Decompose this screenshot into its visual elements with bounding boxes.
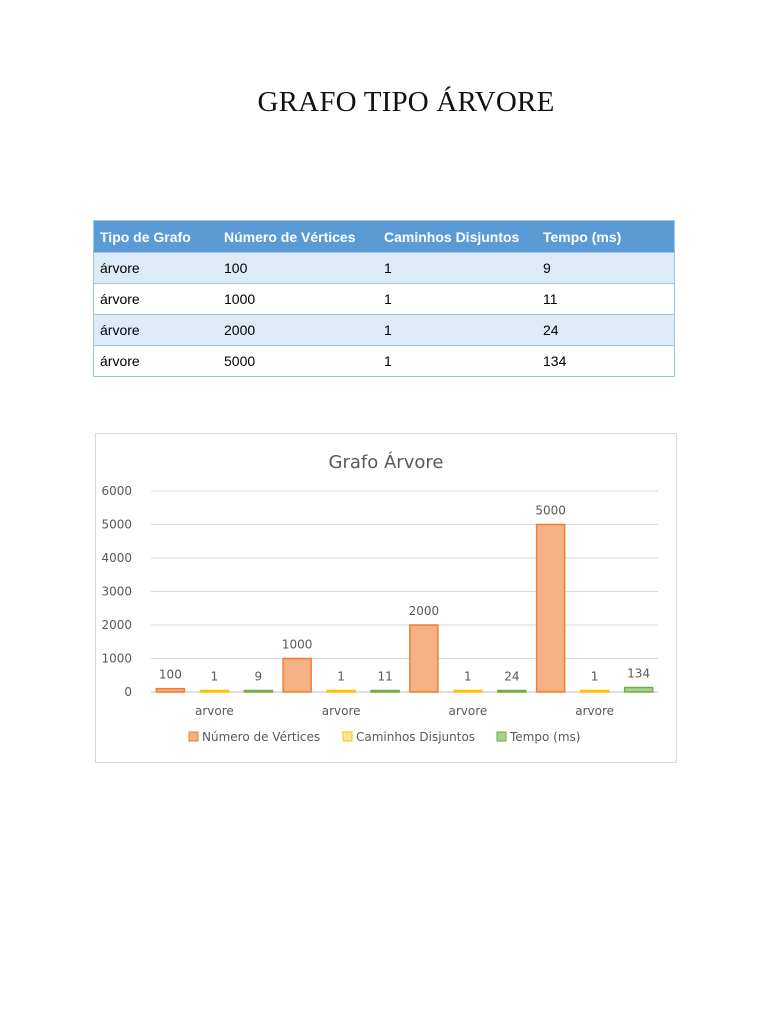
legend-label: Número de Vértices xyxy=(202,730,320,744)
header-tipo-de-grafo: Tipo de Grafo xyxy=(93,220,218,253)
data-label: 2000 xyxy=(409,604,440,618)
y-tick-label: 5000 xyxy=(101,518,132,532)
y-tick-label: 0 xyxy=(124,685,132,699)
data-label: 134 xyxy=(627,667,650,681)
table-cell: 2000 xyxy=(218,314,378,346)
table-cell: árvore xyxy=(93,314,218,346)
y-tick-label: 6000 xyxy=(101,484,132,498)
table-cell: árvore xyxy=(93,345,218,377)
bar xyxy=(243,689,274,693)
bar-chart: Grafo Árvore 0 1000 2000 3000 4000 5000 6000 10… xyxy=(101,451,658,744)
legend-label: Tempo (ms) xyxy=(509,730,580,744)
legend-swatch xyxy=(496,731,507,742)
x-tick-label: arvore xyxy=(575,704,614,718)
bar xyxy=(623,686,654,693)
x-tick-label: arvore xyxy=(195,704,234,718)
y-tick-label: 1000 xyxy=(101,652,132,666)
table-cell: 24 xyxy=(537,314,675,346)
results-table: Tipo de Grafo Número de Vértices Caminho… xyxy=(93,220,675,377)
table-cell: árvore xyxy=(93,283,218,315)
legend-label: Caminhos Disjuntos xyxy=(356,730,475,744)
table-row: árvore 2000 1 24 xyxy=(93,314,675,346)
table-cell: 1 xyxy=(378,283,537,315)
data-label: 1 xyxy=(464,670,472,684)
data-label: 11 xyxy=(377,670,392,684)
x-tick-label: arvore xyxy=(448,704,487,718)
table-cell: 9 xyxy=(537,252,675,284)
bar xyxy=(497,689,527,693)
data-label: 1 xyxy=(211,670,219,684)
legend-swatch xyxy=(188,731,199,742)
document-title: GRAFO TIPO ÁRVORE xyxy=(257,86,555,118)
bar xyxy=(409,624,439,693)
data-label: 100 xyxy=(159,668,182,682)
table-row: árvore 5000 1 134 xyxy=(93,345,675,377)
bar xyxy=(579,689,610,693)
bar xyxy=(199,689,230,693)
y-tick-label: 2000 xyxy=(101,618,132,632)
table-row: árvore 100 1 9 xyxy=(93,252,675,284)
table-cell: 134 xyxy=(537,345,675,377)
data-label: 1000 xyxy=(282,638,313,652)
table-cell: 11 xyxy=(537,283,675,315)
x-tick-label: arvore xyxy=(322,704,361,718)
table-cell: 5000 xyxy=(218,345,378,377)
chart-title: Grafo Árvore xyxy=(329,451,444,473)
legend-swatch xyxy=(342,731,353,742)
table-cell: 1000 xyxy=(218,283,378,315)
data-label: 24 xyxy=(504,670,519,684)
bar xyxy=(326,689,356,693)
table-cell: 1 xyxy=(378,252,537,284)
bar xyxy=(282,657,312,693)
bar xyxy=(370,689,400,693)
table-row: árvore 1000 1 11 xyxy=(93,283,675,315)
header-caminhos-disjuntos: Caminhos Disjuntos xyxy=(378,220,537,253)
data-label: 1 xyxy=(591,670,599,684)
bar xyxy=(155,687,186,693)
table-header-row: Tipo de Grafo Número de Vértices Caminho… xyxy=(93,220,675,253)
header-tempo: Tempo (ms) xyxy=(537,220,675,253)
table-cell: árvore xyxy=(93,252,218,284)
table-cell: 100 xyxy=(218,252,378,284)
table-cell: 1 xyxy=(378,345,537,377)
data-label: 1 xyxy=(337,670,345,684)
data-label: 9 xyxy=(255,670,263,684)
table-cell: 1 xyxy=(378,314,537,346)
data-label: 5000 xyxy=(535,504,566,518)
header-numero-de-vertices: Número de Vértices xyxy=(218,220,378,253)
y-tick-label: 4000 xyxy=(101,551,132,565)
y-tick-label: 3000 xyxy=(101,585,132,599)
bar xyxy=(453,689,483,693)
bar xyxy=(535,523,566,693)
chart-container: Grafo Árvore 0 1000 2000 3000 4000 5000 6000 10… xyxy=(95,433,677,763)
